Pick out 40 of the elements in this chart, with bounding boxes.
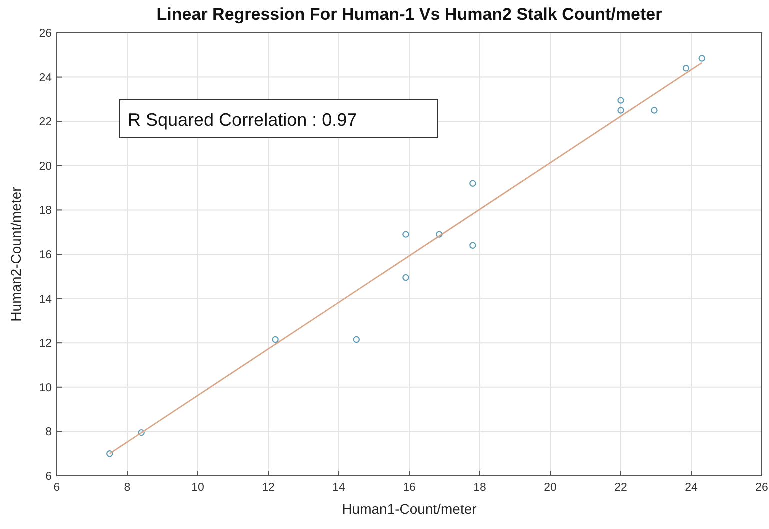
y-tick-label: 26 [39,28,52,40]
y-tick-label: 10 [39,382,52,394]
y-tick-label: 6 [46,471,52,483]
point [698,55,706,62]
point [470,180,476,187]
y-tick-label: 8 [46,426,52,439]
point [618,97,624,104]
point [272,336,279,344]
point [682,65,690,72]
y-tick-label: 12 [39,338,52,350]
y-tick-label: 18 [39,205,52,218]
x-tick-label: 6 [54,482,60,494]
x-tick-label: 8 [124,482,131,494]
y-axis-title: Human2-Count/meter [8,186,24,322]
annotation: R Squared Correlation : 0.97 [128,110,358,130]
point [402,274,410,282]
x-tick-label: 14 [332,482,346,494]
x-axis-title: Human1-Count/meter [342,501,478,517]
point [651,107,658,114]
point [436,231,443,238]
chart-title: Linear Regression For Human-1 Vs Human2 Stalk Count/meter [156,5,663,24]
y-tick-label: 20 [39,160,52,173]
x-tick-label: 22 [614,482,628,494]
y-tick-label: 24 [39,72,53,84]
x-tick-label: 20 [544,482,557,494]
x-tick-label: 18 [474,482,486,494]
point [106,450,114,458]
x-tick-label: 26 [756,482,768,494]
y-tick-label: 14 [39,294,53,306]
x-tick-label: 12 [262,482,275,494]
point [402,231,410,238]
x-tick-label: 24 [685,482,698,494]
point [618,107,624,114]
x-tick-label: 16 [403,482,416,494]
x-tick-label: 10 [192,482,204,494]
point [138,429,145,436]
y-tick-label: 22 [39,116,52,129]
y-tick-label: 16 [39,250,52,262]
point [353,336,360,344]
point [470,242,476,249]
